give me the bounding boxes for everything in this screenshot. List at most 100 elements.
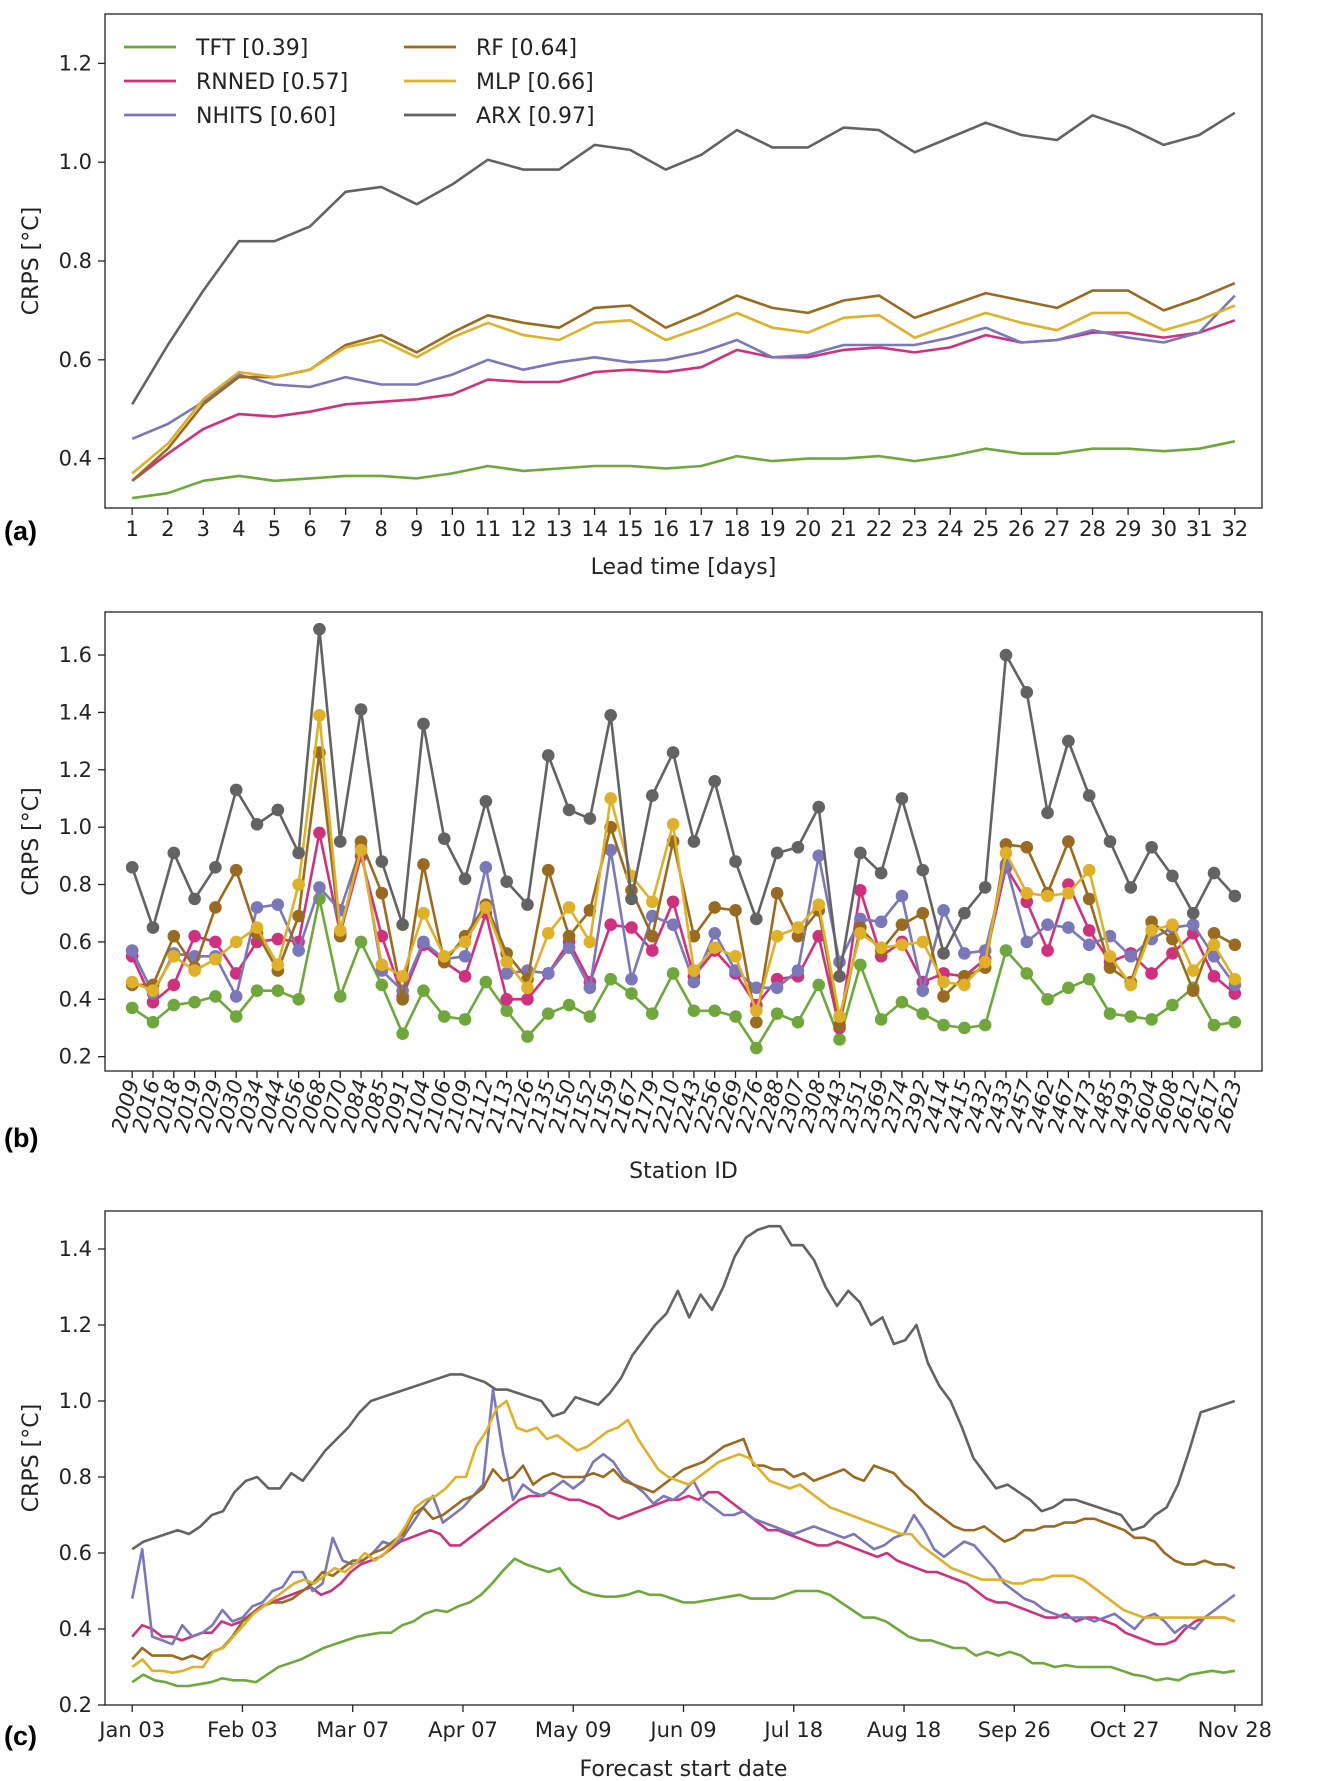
data-point-tft (1041, 992, 1054, 1006)
data-point-nhits (708, 927, 722, 940)
data-point-mlp (791, 921, 805, 934)
data-point-arx (333, 835, 347, 848)
data-point-mlp (854, 927, 867, 940)
data-point-arx (958, 906, 971, 920)
y-tick-label: 0.2 (59, 1693, 92, 1717)
data-point-mlp (188, 964, 201, 977)
y-tick-label: 0.4 (59, 987, 92, 1011)
data-point-rnned (1207, 970, 1221, 983)
data-point-mlp (292, 878, 305, 891)
x-tick-label: 17 (688, 517, 715, 541)
data-point-nhits (895, 889, 909, 903)
series-line-rnned (131, 831, 1236, 1030)
data-point-nhits (812, 849, 826, 863)
data-point-nhits (1041, 918, 1054, 931)
data-point-tft (1103, 1007, 1117, 1020)
y-axis-label: CRPS [°C] (19, 1404, 44, 1512)
y-tick-label: 1.2 (59, 51, 92, 75)
data-point-arx (1124, 881, 1138, 894)
y-tick-label: 1.0 (59, 1389, 92, 1413)
data-point-mlp (458, 935, 472, 949)
data-point-nhits (125, 944, 139, 957)
data-point-tft (1062, 981, 1075, 995)
x-axis-label: Forecast start date (580, 1757, 788, 1781)
data-point-tft (874, 1013, 888, 1026)
data-point-mlp (500, 955, 513, 969)
data-point-tft (583, 1010, 597, 1023)
data-point-rf (541, 863, 555, 877)
data-point-rf (1166, 932, 1179, 946)
data-point-tft (375, 978, 389, 992)
data-point-tft (292, 992, 305, 1006)
data-point-nhits (541, 967, 555, 980)
series-line-rf (131, 1437, 1236, 1661)
y-tick-label: 1.2 (59, 758, 92, 782)
data-point-arx (812, 800, 826, 814)
data-point-tft (729, 1010, 742, 1023)
data-point-tft (125, 1001, 139, 1015)
data-point-tft (625, 987, 638, 1000)
data-point-nhits (687, 975, 701, 989)
legend-entry: NHITS [0.60] (196, 104, 336, 129)
data-point-tft (209, 990, 222, 1003)
data-point-arx (479, 795, 493, 808)
y-tick-label: 1.6 (59, 643, 92, 667)
data-point-tft (708, 1004, 722, 1018)
data-point-arx (229, 783, 243, 797)
x-tick-label: 12 (510, 517, 537, 541)
data-point-arx (708, 774, 722, 788)
data-point-tft (687, 1004, 701, 1018)
data-point-tft (458, 1013, 472, 1026)
data-point-rf (833, 1018, 846, 1032)
data-point-rnned (188, 929, 201, 943)
data-point-mlp (1186, 964, 1200, 977)
data-point-arx (209, 861, 222, 874)
data-point-nhits (666, 918, 680, 931)
data-point-tft (812, 978, 826, 992)
x-tick-label: 15 (617, 517, 644, 541)
data-point-rf (1145, 915, 1158, 929)
data-point-rnned (604, 918, 617, 931)
x-tick-label: 5 (268, 517, 281, 541)
data-point-arx (1166, 869, 1179, 883)
data-point-mlp (1124, 978, 1138, 992)
data-point-nhits (791, 964, 805, 977)
data-point-rf (729, 904, 742, 917)
data-point-arx (417, 717, 430, 731)
data-point-tft (1207, 1018, 1221, 1032)
data-point-mlp (1062, 886, 1075, 900)
data-point-tft (1082, 972, 1096, 986)
x-tick-label: 27 (1044, 517, 1071, 541)
data-point-mlp (250, 921, 264, 934)
x-tick-label: 18 (723, 517, 750, 541)
data-point-tft (958, 1021, 971, 1035)
data-point-rnned (1145, 967, 1158, 980)
x-tick-label: Jul 18 (762, 1718, 823, 1742)
data-point-rf (750, 1015, 763, 1029)
data-point-arx (1228, 889, 1242, 903)
data-point-arx (1207, 866, 1221, 880)
data-point-arx (521, 898, 534, 911)
data-point-rf (396, 992, 409, 1006)
data-point-rnned (1228, 987, 1242, 1000)
data-point-tft (271, 984, 285, 997)
data-point-mlp (833, 1010, 846, 1023)
x-tick-label: May 09 (535, 1718, 612, 1742)
data-point-nhits (1124, 949, 1138, 963)
data-point-arx (937, 947, 950, 960)
data-point-mlp (687, 964, 701, 977)
data-point-rf (562, 929, 576, 943)
data-point-rnned (625, 921, 638, 934)
data-point-mlp (1041, 889, 1054, 903)
y-axis-label: CRPS [°C] (19, 787, 44, 895)
data-point-tft (479, 975, 493, 989)
y-tick-label: 0.4 (59, 1617, 92, 1641)
data-point-mlp (1103, 949, 1117, 963)
data-point-nhits (562, 941, 576, 954)
data-point-mlp (729, 949, 742, 963)
x-tick-label: 31 (1186, 517, 1213, 541)
x-tick-label: 26 (1008, 517, 1035, 541)
data-point-rf (916, 906, 930, 920)
series-line-tft (132, 440, 1236, 500)
data-point-arx (666, 746, 680, 759)
